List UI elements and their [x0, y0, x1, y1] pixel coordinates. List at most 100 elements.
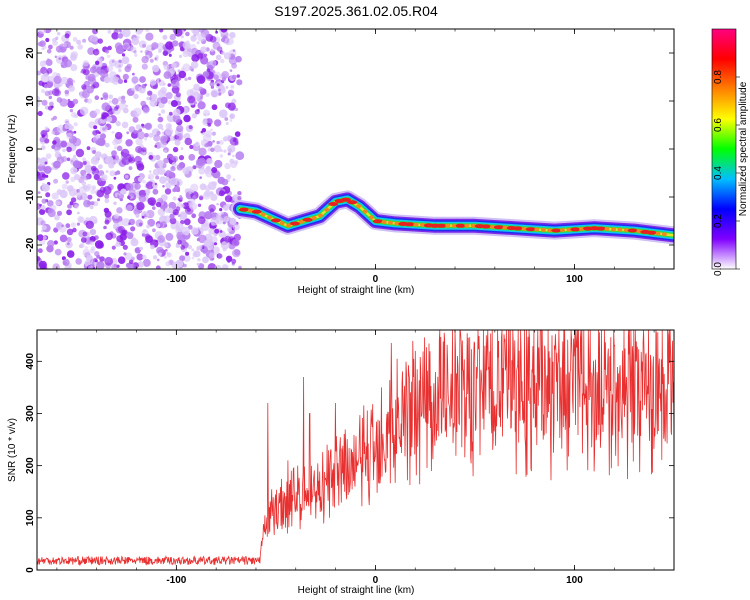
spectrogram-cell	[100, 97, 104, 100]
spectrogram-cell	[203, 109, 210, 117]
spectrogram-cell	[89, 34, 98, 42]
spectrogram-cell	[93, 125, 98, 130]
spectrogram-xlabel: Height of straight line (km)	[298, 285, 415, 296]
spectrogram-cell	[140, 100, 147, 107]
spectrogram-cell	[92, 150, 97, 154]
spectrogram-cell	[206, 158, 213, 165]
spectrogram-cell	[202, 250, 207, 254]
spectrogram-cell	[105, 232, 113, 241]
spectrogram-cell	[179, 54, 183, 59]
spectrogram-cell	[83, 199, 91, 208]
spectrogram-cell	[37, 255, 41, 262]
spectrogram-cell	[61, 189, 65, 193]
spectrogram-cell	[165, 41, 174, 50]
spectrogram-cell	[193, 101, 198, 105]
spectrogram-cell	[230, 85, 235, 89]
spectrogram-cell	[234, 249, 241, 256]
spectrogram-cell	[196, 262, 200, 266]
spectrogram-cell	[37, 110, 43, 117]
spectrogram-cell	[55, 36, 59, 39]
spectrogram-cell	[114, 131, 123, 140]
spectrogram-cell	[198, 195, 204, 200]
spectrogram-cell	[167, 124, 172, 128]
spectrogram-cell	[89, 228, 97, 236]
spectrogram-cell	[227, 89, 235, 97]
spectrogram-cell	[156, 258, 160, 262]
spectrogram-peak	[579, 227, 585, 231]
spectrogram-cell	[175, 92, 181, 98]
spectrogram-cell	[98, 178, 102, 182]
spectrogram-cell	[92, 155, 99, 163]
spectrogram-cell	[135, 146, 143, 153]
spectrogram-cell	[105, 49, 110, 54]
spectrogram-cell	[169, 33, 176, 41]
spectrogram-cell	[152, 188, 159, 195]
spectrogram-cell	[95, 117, 102, 125]
spectrogram-cell	[63, 59, 72, 68]
spectrogram-peak	[445, 223, 451, 228]
spectrogram-cell	[173, 108, 181, 117]
spectrogram-cell	[231, 258, 237, 264]
spectrogram-cell	[165, 232, 174, 241]
spectrogram-cell	[229, 158, 235, 164]
spectrogram-cell	[84, 185, 91, 192]
spectrogram-cell	[87, 76, 97, 85]
spectrogram-cell	[175, 243, 180, 248]
spectrogram-cell	[138, 157, 143, 161]
spectrogram-cell	[44, 126, 49, 131]
spectrogram-cell	[73, 130, 77, 134]
snr-y-tick-label: 0	[25, 567, 36, 573]
spectrogram-cell	[218, 140, 224, 145]
spectrogram-cell	[216, 140, 220, 145]
spectrogram-cell	[137, 261, 144, 268]
spectrogram-cell	[62, 258, 70, 266]
spectrogram-cell	[145, 29, 150, 32]
spectrogram-peak	[381, 220, 387, 225]
spectrogram-cell	[165, 249, 168, 252]
spectrogram-peak	[525, 227, 536, 232]
spectrogram-cell	[93, 174, 100, 181]
spectrogram-cell	[224, 117, 229, 121]
spectrogram-cell	[171, 161, 177, 167]
spectrogram-cell	[101, 102, 111, 111]
spectrogram-cell	[208, 204, 216, 212]
spectrogram-peak	[436, 223, 447, 228]
spectrogram-peak	[512, 226, 523, 231]
spectrogram-cell	[59, 234, 68, 243]
colorbar-label: Normalized spectral amplitude	[738, 81, 749, 216]
spectrogram-cell	[165, 261, 171, 267]
spectrogram-cell	[205, 92, 210, 98]
spectrogram-peak	[311, 215, 317, 220]
spectrogram-cell	[96, 189, 105, 198]
snr-plot: -100 0 100 0 100 200 300 400 Height of straight…	[7, 329, 675, 596]
spectrogram-cell	[123, 252, 127, 256]
spectrogram-cell	[156, 78, 160, 81]
spectrogram-cell	[238, 265, 242, 269]
spectrogram-cell	[165, 170, 173, 178]
spectrogram-peak	[413, 222, 419, 227]
spectrogram-cell	[166, 252, 170, 256]
spectrogram-cell	[152, 228, 156, 233]
spectrogram-cell	[207, 113, 210, 116]
spectrogram-cell	[125, 139, 133, 147]
spectrogram-cell	[182, 50, 189, 58]
spectrogram-cell	[128, 156, 136, 164]
spectrogram-cell	[206, 118, 213, 125]
spectrogram-cell	[90, 188, 96, 194]
spectrogram-cell	[93, 219, 98, 224]
spectrogram-cell	[174, 29, 183, 37]
spectrogram-cell	[232, 178, 236, 182]
spectrogram-cell	[154, 144, 158, 148]
spectrogram-cell	[103, 72, 109, 78]
spectrogram-cell	[70, 197, 77, 203]
spectrogram-cell	[72, 98, 79, 105]
spectrogram-peak	[340, 197, 351, 202]
spectrogram-peak	[646, 230, 657, 235]
spectrogram-cell	[51, 192, 59, 200]
spectrogram-cell	[54, 214, 60, 221]
spectrogram-cell	[56, 210, 63, 216]
spectrogram-cell	[104, 219, 110, 225]
spectrogram-peak	[540, 227, 546, 232]
spectrogram-cell	[123, 79, 128, 83]
spectrogram-peak	[617, 227, 623, 232]
